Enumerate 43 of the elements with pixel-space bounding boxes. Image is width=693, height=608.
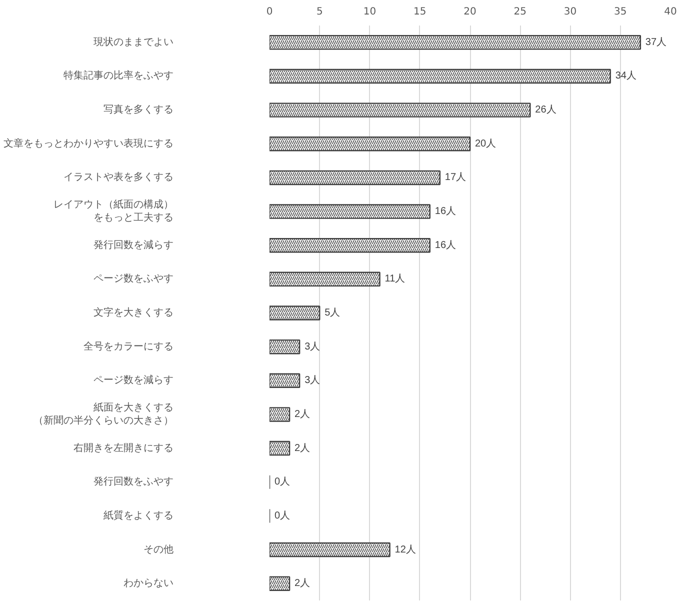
data-label: 37人: [645, 36, 667, 48]
data-label: 0人: [274, 510, 290, 522]
data-label: 11人: [384, 274, 406, 285]
y-tick-label: 右開きを左開きにする: [74, 442, 174, 454]
x2-tick-label: 40: [664, 6, 677, 18]
y-tick-label: ページ数を減らす: [94, 374, 174, 386]
data-label: 34人: [615, 70, 636, 82]
data-label: 26人: [535, 104, 556, 116]
data-label: 3人: [304, 375, 320, 386]
y-tick-label: 紙質をよくする: [104, 509, 174, 522]
x2-tick-label: 35: [614, 6, 627, 18]
data-label: 17人: [444, 172, 466, 184]
data-label: 16人: [434, 206, 456, 218]
y-tick-label: レイアウト（紙面の構成）をもっと工夫する: [54, 198, 174, 224]
x2-tick-label: 0: [266, 6, 273, 18]
data-label: 3人: [304, 341, 320, 352]
x2-tick-label: 10: [363, 6, 376, 18]
data-label: 16人: [434, 240, 456, 251]
y-tick-label: 発行回数を減らす: [94, 238, 174, 251]
x2-tick-label: 15: [414, 6, 426, 18]
y-tick-label: 紙面を大きくする（新聞の半分くらいの大きさ）: [34, 401, 174, 427]
y-tick-label: 現状のままでよい: [94, 36, 174, 48]
x2-tick-label: 5: [316, 6, 323, 18]
data-label: 12人: [394, 544, 416, 556]
data-label: 2人: [294, 408, 310, 420]
y-tick-label: イラストや表を多くする: [64, 171, 174, 184]
x2-tick-label: 20: [464, 6, 476, 18]
y-tick-label: 全号をカラーにする: [84, 340, 174, 352]
x2-tick-label: 25: [514, 6, 526, 18]
y-tick-label: わからない: [124, 578, 174, 590]
y-tick-label: 文字を大きくする: [94, 306, 174, 318]
y-tick-label: その他: [144, 543, 174, 556]
y-tick-label: 発行回数をふやす: [94, 476, 174, 488]
data-label: 0人: [274, 476, 290, 488]
y-tick-label: 特集記事の比率をふやす: [64, 70, 174, 82]
y-tick-label: 文章をもっとわかりやすい表現にする: [4, 137, 174, 150]
x2-tick-label: 30: [564, 6, 577, 18]
y-tick-label: ページ数をふやす: [94, 274, 174, 285]
y-tick-label: 写真を多くする: [104, 104, 174, 116]
data-label: 2人: [294, 442, 310, 454]
data-label: 5人: [324, 308, 340, 318]
data-label: 2人: [294, 578, 310, 590]
data-label: 20人: [475, 138, 496, 150]
